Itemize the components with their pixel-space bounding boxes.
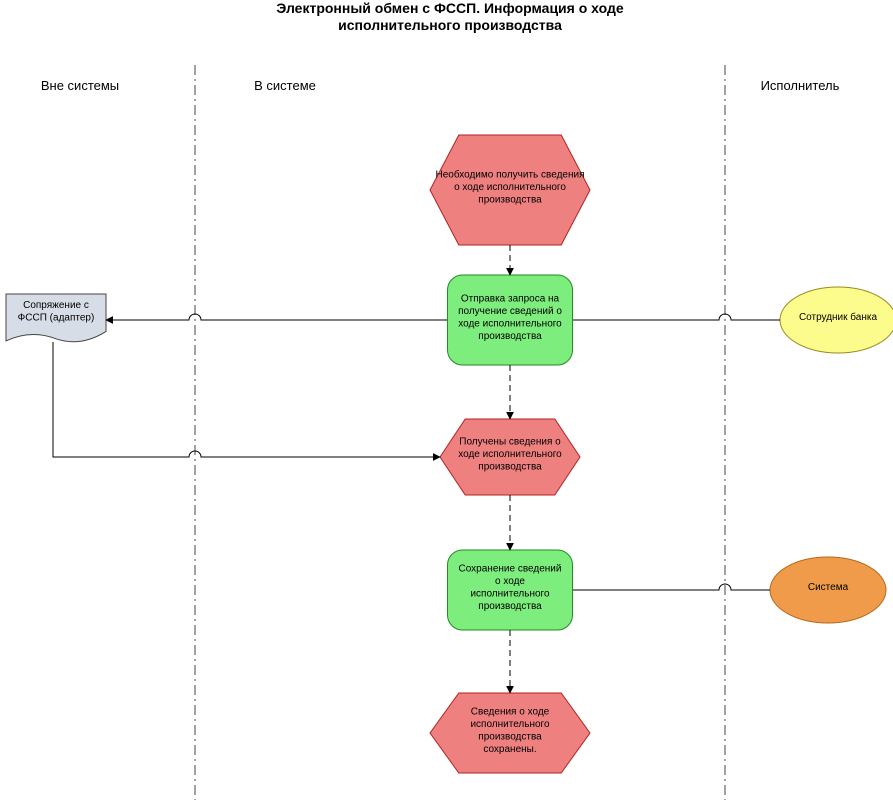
node-n2: Отправка запроса наполучение сведений ох… [448, 275, 573, 365]
node-n4: Сохранение сведенийо ходеисполнительного… [448, 550, 573, 630]
node-n5: Сведения о ходеисполнительногопроизводст… [430, 693, 590, 773]
node-label: Сотрудник банка [799, 311, 878, 323]
swimlane-header: Исполнитель [761, 78, 840, 93]
node-actor2: Система [770, 557, 886, 623]
swimlane-header: В системе [254, 78, 316, 93]
node-n1: Необходимо получить сведенияо ходе испол… [430, 135, 590, 245]
node-label: Система [808, 582, 849, 593]
edge-e5 [573, 314, 780, 320]
diagram-title: Электронный обмен с ФССП. Информация о х… [276, 0, 623, 33]
node-label: Сопряжение сФССП (адаптер) [18, 300, 95, 324]
node-n3: Получены сведения оходе исполнительногоп… [440, 419, 580, 495]
node-ext1: Сопряжение сФССП (адаптер) [6, 294, 106, 342]
node-actor1: Сотрудник банка [780, 287, 893, 353]
flowchart-diagram: Электронный обмен с ФССП. Информация о х… [0, 0, 893, 804]
edge-e6 [106, 314, 447, 320]
swimlane-header: Вне системы [41, 78, 119, 93]
edge-e8 [573, 584, 770, 590]
edge-e7 [53, 342, 440, 457]
